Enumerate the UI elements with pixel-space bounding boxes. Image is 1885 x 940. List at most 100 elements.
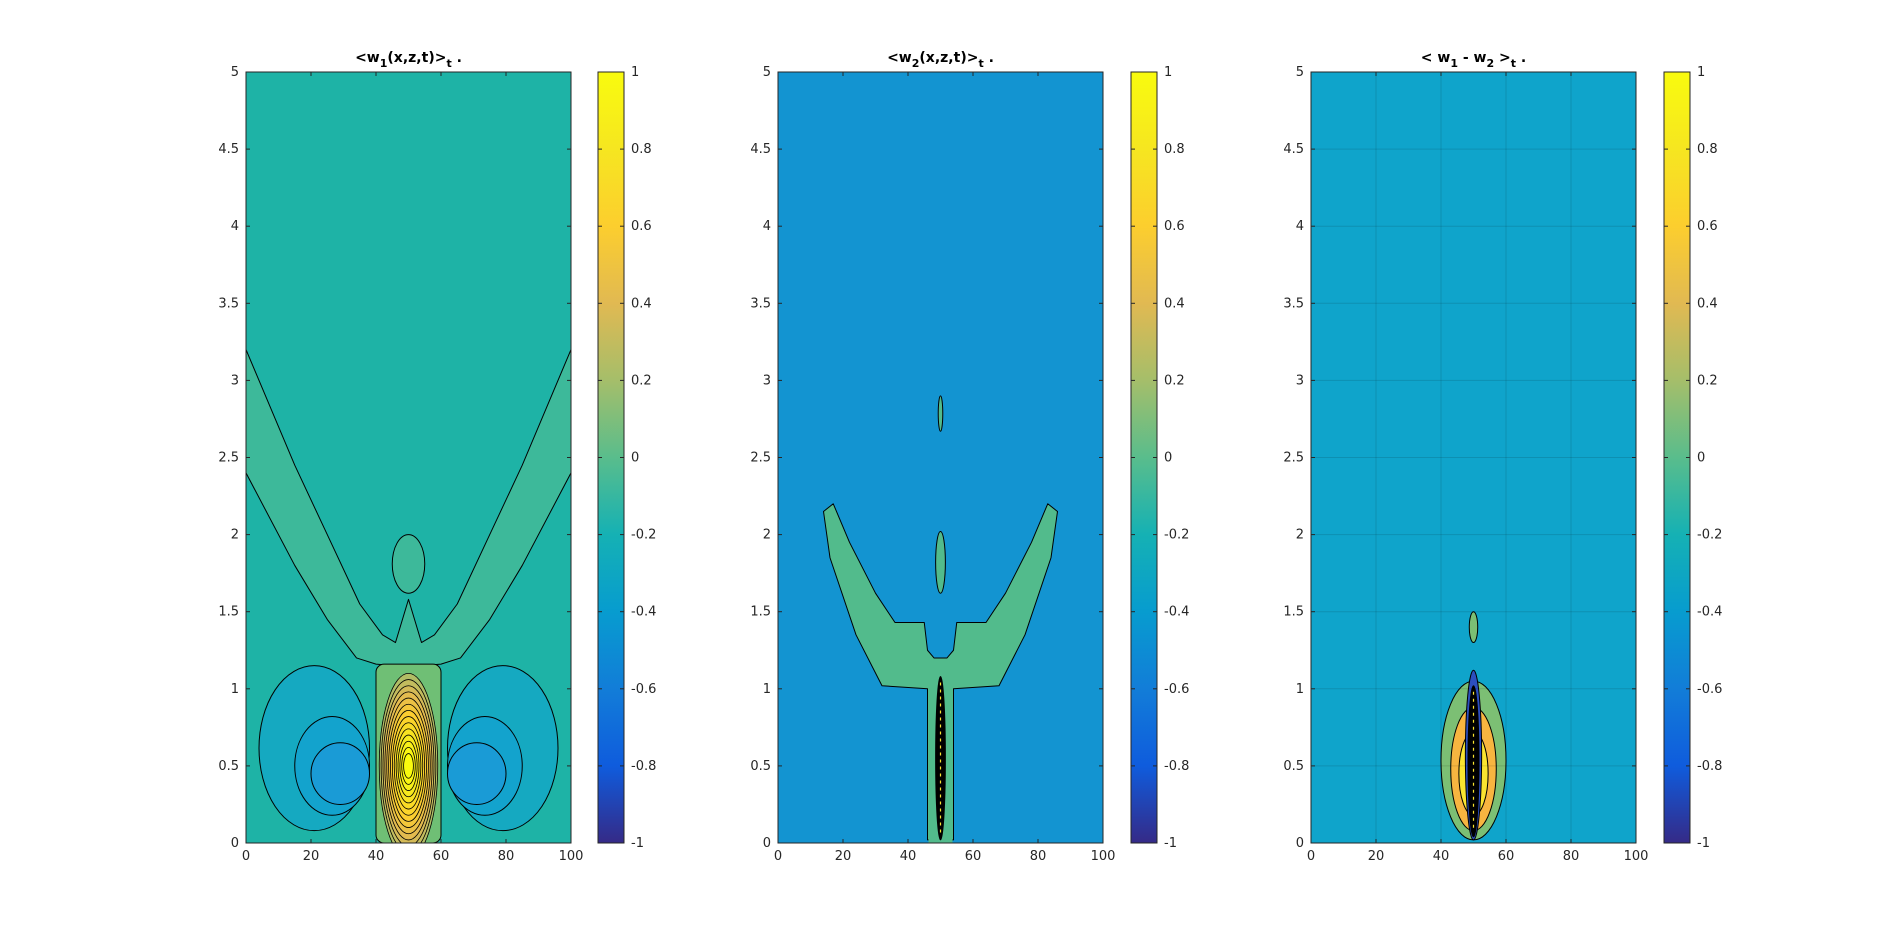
ticks: 0 20 40 60 80 100 0 0.5 1 1.5 2 2.5 3 3.5 4 4.5 5 — [218, 65, 583, 864]
contour-region-1 — [246, 349, 571, 667]
contour-region-3 — [935, 531, 946, 594]
colorbar-gradient — [597, 71, 625, 844]
contour-region-1 — [823, 503, 1058, 841]
x-tick-label: 80 — [1030, 849, 1047, 864]
y-tick-label: 5 — [1296, 65, 1304, 80]
x-tick-label: 60 — [965, 849, 982, 864]
colorbar-tick-label: -0.2 — [1697, 528, 1722, 543]
title-subscript: 2 — [912, 57, 920, 70]
colorbar-tick-label: 0 — [631, 451, 639, 466]
colorbar-gradient — [1130, 71, 1158, 844]
plot-title: <w2(x,z,t)>t . — [887, 50, 994, 70]
y-tick-label: 4 — [231, 219, 239, 234]
title-text: . — [452, 50, 462, 66]
colorbar-tick-label: 0.2 — [1164, 373, 1185, 388]
colorbar-tick-label: 0.6 — [1164, 219, 1185, 234]
y-tick-label: 5 — [763, 65, 771, 80]
title-subscript: t — [1511, 57, 1516, 70]
colorbar-tick-label: -0.6 — [1164, 682, 1189, 697]
x-tick-label: 40 — [900, 849, 917, 864]
title-text: > — [1494, 50, 1511, 66]
colorbar-tick-label: -0.6 — [631, 682, 656, 697]
y-tick-label: 2 — [1296, 528, 1304, 543]
y-tick-label: 4.5 — [750, 142, 771, 157]
y-tick-label: 1 — [1296, 682, 1304, 697]
y-tick-label: 0.5 — [218, 759, 239, 774]
colorbar: -1 -0.8 -0.6 -0.4 -0.2 0 0.2 0.4 0.6 0.8 1 — [1130, 65, 1189, 851]
x-tick-label: 40 — [1433, 849, 1450, 864]
y-tick-label: 5 — [231, 65, 239, 80]
colorbar-tick-label: -0.6 — [1697, 682, 1722, 697]
colorbar-tick-label: 0.2 — [631, 373, 652, 388]
title-text: (x,z,t)> — [387, 50, 446, 66]
contour-region-7 — [310, 742, 370, 805]
colorbar-tick-label: -0.4 — [1697, 605, 1722, 620]
colorbar-tick-label: -0.2 — [1164, 528, 1189, 543]
colorbar-tick-label: 0.8 — [631, 142, 652, 157]
contour-region-2 — [391, 534, 426, 594]
y-tick-label: 3.5 — [1283, 296, 1304, 311]
plot-title: <w1(x,z,t)>t . — [355, 50, 462, 70]
colorbar-tick-label: 0.6 — [1697, 219, 1718, 234]
colorbar: -1 -0.8 -0.6 -0.4 -0.2 0 0.2 0.4 0.6 0.8 1 — [1663, 65, 1722, 851]
contour-fills — [823, 395, 1058, 843]
x-tick-label: 100 — [1091, 849, 1116, 864]
y-tick-label: 3.5 — [218, 296, 239, 311]
y-tick-label: 1.5 — [750, 605, 771, 620]
x-tick-label: 100 — [559, 849, 584, 864]
contour-region-5 — [935, 675, 946, 841]
x-tick-label: 20 — [835, 849, 852, 864]
y-tick-label: 2.5 — [1283, 451, 1304, 466]
title-text: <w — [355, 50, 380, 66]
contour-fills — [246, 349, 571, 843]
colorbar-tick-label: 1 — [631, 65, 639, 80]
subplot-1: 0 20 40 60 80 10000.511.522.533.544.55<w1(x,z… — [218, 50, 656, 864]
y-tick-label: 0 — [1296, 836, 1304, 851]
y-tick-label: 4.5 — [218, 142, 239, 157]
contour-region-4 — [1468, 611, 1479, 644]
subplot-2: 0 20 40 60 80 10000.511.522.533.544.55<w2(x,z… — [750, 50, 1189, 864]
title-text: < w — [1421, 50, 1451, 66]
title-subscript: 2 — [1486, 57, 1494, 70]
y-tick-label: 3.5 — [750, 296, 771, 311]
y-tick-label: 2 — [763, 528, 771, 543]
title-text: . — [984, 50, 994, 66]
x-tick-label: 20 — [1368, 849, 1385, 864]
x-tick-label: 60 — [433, 849, 450, 864]
colorbar-tick-label: -1 — [631, 836, 644, 851]
y-tick-label: 0.5 — [750, 759, 771, 774]
colorbar-tick-label: 0.2 — [1697, 373, 1718, 388]
x-tick-label: 0 — [774, 849, 782, 864]
colorbar-tick-label: 0 — [1164, 451, 1172, 466]
colorbar-tick-label: 0.4 — [1164, 296, 1185, 311]
y-tick-label: 4.5 — [1283, 142, 1304, 157]
contour-region-6 — [1467, 685, 1480, 838]
ticks: 0 20 40 60 80 100 0 0.5 1 1.5 2 2.5 3 3.5 4 4.5 5 — [1283, 65, 1648, 864]
plot-title: < w1 - w2 >t . — [1421, 50, 1526, 70]
contour-region-8 — [447, 742, 507, 805]
y-tick-label: 4 — [1296, 219, 1304, 234]
y-tick-label: 2.5 — [750, 451, 771, 466]
colorbar-tick-label: 0 — [1697, 451, 1705, 466]
x-tick-label: 60 — [1498, 849, 1515, 864]
y-tick-label: 0.5 — [1283, 759, 1304, 774]
y-tick-label: 2 — [231, 528, 239, 543]
y-tick-label: 3 — [1296, 373, 1304, 388]
colorbar-tick-label: -0.4 — [1164, 605, 1189, 620]
title-subscript: t — [446, 57, 451, 70]
colorbar-tick-label: 1 — [1697, 65, 1705, 80]
colorbar-tick-label: 0.4 — [631, 296, 652, 311]
x-tick-label: 20 — [303, 849, 320, 864]
subplots: 0 20 40 60 80 10000.511.522.533.544.55<w1(x,z… — [218, 50, 1722, 864]
colorbar-tick-label: -0.8 — [631, 759, 656, 774]
y-tick-label: 4 — [763, 219, 771, 234]
x-tick-label: 40 — [368, 849, 385, 864]
y-tick-label: 0 — [763, 836, 771, 851]
y-tick-label: 3 — [763, 373, 771, 388]
colorbar-tick-label: -0.4 — [631, 605, 656, 620]
ticks: 0 20 40 60 80 100 0 0.5 1 1.5 2 2.5 3 3.5 4 4.5 5 — [750, 65, 1115, 864]
title-subscript: 1 — [1450, 57, 1458, 70]
colorbar-tick-label: -0.8 — [1164, 759, 1189, 774]
title-text: (x,z,t)> — [919, 50, 978, 66]
